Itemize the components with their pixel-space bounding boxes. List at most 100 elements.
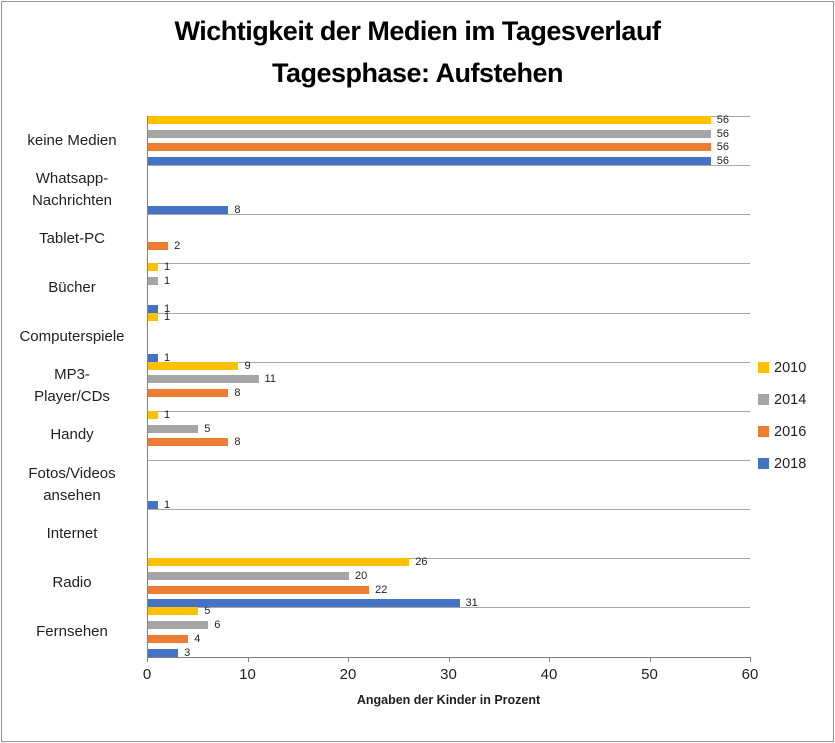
x-axis-tick-label: 10 [239, 665, 256, 683]
legend-label: 2016 [774, 423, 807, 440]
bar-value-label: 11 [264, 373, 276, 386]
gridline [147, 410, 750, 412]
bar-2014-handy [148, 424, 199, 433]
category-label-line: Internet [46, 524, 98, 542]
category-label: Fotos/Videos ansehen [4, 460, 140, 509]
gridline [147, 607, 750, 609]
bar-value-label: 20 [355, 569, 368, 582]
bar-2018-fernsehen [148, 648, 179, 657]
bar-value-label: 5 [204, 605, 211, 618]
chart-title-line-1: Wichtigkeit der Medien im Tagesverlauf [174, 16, 661, 46]
gridline [147, 214, 750, 216]
gridline [147, 263, 750, 265]
category-label: Bücher [4, 263, 140, 312]
bar-value-label: 6 [214, 619, 221, 632]
legend-swatch [758, 426, 769, 437]
category-label: Handy [4, 411, 140, 460]
category-label-line: Handy [50, 426, 94, 444]
bar-value-label: 1 [164, 408, 171, 421]
gridline [147, 361, 750, 363]
bar-value-label: 1 [164, 302, 171, 315]
gridline [147, 558, 750, 560]
bar-2010-radio [148, 558, 410, 567]
chart-title: Wichtigkeit der Medien im Tagesverlauf T… [2, 10, 833, 94]
bar-2018-radio [148, 599, 460, 608]
category-label-line: ansehen [43, 486, 101, 504]
bar-value-label: 4 [194, 632, 201, 645]
category-label-line: Fernsehen [36, 622, 108, 640]
category-label: Tablet-PC [4, 214, 140, 263]
x-axis-tick-label: 60 [741, 665, 759, 683]
bar-value-label: 22 [375, 583, 388, 596]
legend-item-2010: 2010 [758, 360, 806, 376]
category-label-line: Radio [52, 573, 92, 591]
bar-2016-radio [148, 585, 370, 594]
x-axis-tick [147, 657, 148, 662]
category-label-line: Nachrichten [31, 191, 113, 209]
category-label: keine Medien [4, 116, 140, 165]
bar-value-label: 2 [174, 239, 181, 252]
bar-2016-mp3-player-cds [148, 389, 229, 398]
bar-2010-computerspiele [148, 312, 159, 321]
gridline [147, 312, 750, 314]
bar-2014-b-cher [148, 277, 159, 286]
gridline [147, 165, 750, 167]
bar-2010-handy [148, 410, 159, 419]
category-label-line: Player/CDs [34, 388, 110, 406]
bar-2018-keine-medien [148, 157, 711, 166]
chart-title-line-2: Tagesphase: Aufstehen [271, 58, 564, 88]
category-label: Whatsapp- Nachrichten [4, 165, 140, 214]
bar-value-label: 56 [716, 155, 730, 168]
gridline [147, 509, 750, 511]
bar-2018-b-cher [148, 304, 159, 313]
category-label-line: Whatsapp- [35, 169, 109, 187]
x-axis-tick [649, 657, 651, 662]
bar-2016-tablet-pc [148, 241, 169, 250]
category-label-line: Bücher [48, 278, 96, 296]
bar-2018-computerspiele [148, 353, 159, 362]
bar-2014-fernsehen [148, 621, 209, 630]
bar-2010-mp3-player-cds [148, 361, 239, 370]
bar-value-label: 8 [234, 436, 241, 449]
bar-value-label: 1 [164, 275, 171, 288]
bar-value-label: 1 [164, 351, 171, 364]
bar-value-label: 8 [234, 387, 241, 400]
category-label: Fernsehen [4, 607, 140, 656]
category-label-line: keine Medien [27, 131, 117, 149]
bar-2016-keine-medien [148, 143, 711, 152]
bar-value-label: 31 [465, 597, 478, 610]
x-axis-tick [750, 657, 751, 662]
bar-2016-fernsehen [148, 634, 189, 643]
category-label-line: MP3- [54, 366, 90, 384]
x-axis-tick-label: 30 [440, 665, 457, 683]
bar-value-label: 56 [716, 114, 730, 126]
legend-swatch [758, 362, 769, 373]
category-label: Internet [4, 509, 140, 558]
x-axis-line [147, 656, 751, 658]
legend-swatch [758, 394, 769, 405]
bar-value-label: 56 [716, 141, 730, 154]
legend-item-2016: 2016 [758, 423, 807, 440]
x-axis-title: Angaben der Kinder in Prozent [356, 693, 541, 707]
category-label-line: Fotos/Videos [28, 464, 116, 482]
legend-item-2014: 2014 [758, 392, 806, 408]
x-axis-tick-label: 40 [540, 665, 558, 683]
category-label: MP3- Player/CDs [4, 362, 140, 411]
x-axis-tick-label: 20 [339, 665, 357, 683]
bar-value-label: 3 [184, 646, 191, 659]
legend: 2010 2014 2016 2018 [758, 360, 807, 472]
x-axis-tick [448, 657, 450, 662]
bar-value-label: 9 [244, 359, 251, 372]
legend-item-2018: 2018 [758, 456, 806, 472]
bar-2010-fernsehen [148, 607, 199, 616]
bar-value-label: 5 [204, 422, 211, 435]
bar-value-label: 1 [164, 499, 171, 512]
bar-2018-whatsapp-nachrichten [148, 206, 229, 215]
gridline [147, 459, 750, 461]
x-axis-tick [247, 657, 249, 662]
bar-value-label: 26 [415, 556, 428, 569]
bar-2014-keine-medien [148, 129, 711, 138]
bar-2014-mp3-player-cds [148, 375, 259, 384]
